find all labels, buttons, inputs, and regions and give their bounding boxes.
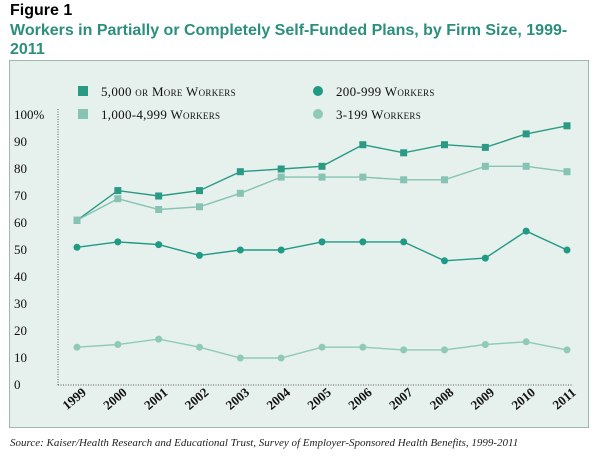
y-tick-label: 70 [14,188,27,203]
figure-label: Figure 1 [10,2,73,19]
legend-marker [313,109,323,119]
x-tick-label: 2008 [427,384,457,413]
x-tick-label: 2002 [182,384,212,412]
data-point [400,238,408,246]
y-tick-label: 50 [14,242,27,257]
data-point [441,141,448,149]
data-point [563,168,571,176]
legend-marker [313,86,323,96]
data-point [481,341,489,348]
data-point [196,343,203,351]
series-1 [73,122,571,224]
legend: 5,000 or More Workers 1,000-4,999 Workers… [78,84,435,122]
data-point [155,241,163,249]
chart-title: Workers in Partially or Completely Self-… [10,22,568,58]
axes [57,109,572,386]
x-tick-label: 2006 [345,384,375,413]
data-point [73,216,81,224]
x-tick-label: 1999 [59,384,89,413]
data-point [196,203,203,211]
data-point [563,346,571,354]
y-tick-label: 100% [14,107,45,122]
data-point [236,246,244,254]
data-point [277,165,285,173]
data-point [481,254,489,262]
x-tick-label: 2000 [100,384,130,412]
x-tick-label: 2011 [550,385,579,413]
data-point [114,195,122,203]
x-tick-label: 2007 [386,384,416,413]
data-point [400,176,408,184]
x-tick-label: 2010 [508,384,538,412]
series-group [73,122,571,362]
legend-label: 200-999 Workers [336,84,435,99]
y-tick-label: 60 [14,215,27,230]
source-note: Source: Kaiser/Health Research and Educa… [10,437,519,449]
legend-marker [78,86,88,96]
data-point [277,354,285,362]
data-point [196,251,203,259]
series-2 [73,162,571,224]
x-tick-label: 2005 [304,384,334,413]
data-point [522,338,530,346]
data-point [318,238,326,246]
data-point [522,130,530,138]
data-point [236,354,244,362]
x-tick-label: 2003 [223,384,253,413]
x-tick-label: 2001 [141,384,171,412]
legend-label: 5,000 or More Workers [101,84,236,99]
data-point [277,246,285,254]
series-line [76,125,568,221]
series-4 [73,335,571,362]
data-point [318,173,326,181]
y-tick-label: 30 [14,296,27,311]
data-point [114,341,122,348]
data-point [236,168,244,176]
y-tick-label: 90 [14,134,27,149]
data-point [522,162,530,170]
data-point [522,227,530,235]
series-line [76,230,568,262]
y-tick-label: 20 [14,323,27,338]
legend-marker [78,109,88,119]
data-point [359,343,367,351]
data-point [563,122,571,130]
legend-label: 3-199 Workers [336,107,421,122]
data-point [400,346,408,354]
data-point [359,238,367,246]
data-point [114,187,122,195]
data-point [359,173,367,181]
data-point [196,187,203,195]
data-point [318,343,326,351]
y-tick-label: 80 [14,161,27,176]
data-point [441,257,448,265]
series-3 [73,227,571,265]
y-tick-label: 40 [14,269,27,284]
legend-label: 1,000-4,999 Workers [101,107,220,122]
data-point [73,343,81,351]
y-tick-label: 0 [14,377,21,392]
data-point [236,189,244,197]
data-point [400,149,408,157]
data-point [481,162,489,170]
data-point [563,246,571,254]
y-axis-ticks: 0 10 20 30 40 50 60 70 80 90 100% [14,107,45,392]
data-point [155,206,163,213]
x-tick-label: 2004 [263,384,293,413]
data-point [318,162,326,170]
y-tick-label: 10 [14,350,27,365]
data-point [114,238,122,246]
data-point [441,346,448,354]
data-point [481,143,489,151]
data-point [441,176,448,184]
x-axis-ticks: 1999 2000 2001 2002 2003 2004 2005 2006 2007 2008… [59,384,578,413]
data-point [359,141,367,149]
data-point [155,192,163,200]
data-point [155,335,163,343]
data-point [73,243,81,251]
data-point [277,173,285,181]
x-tick-label: 2009 [468,384,498,413]
